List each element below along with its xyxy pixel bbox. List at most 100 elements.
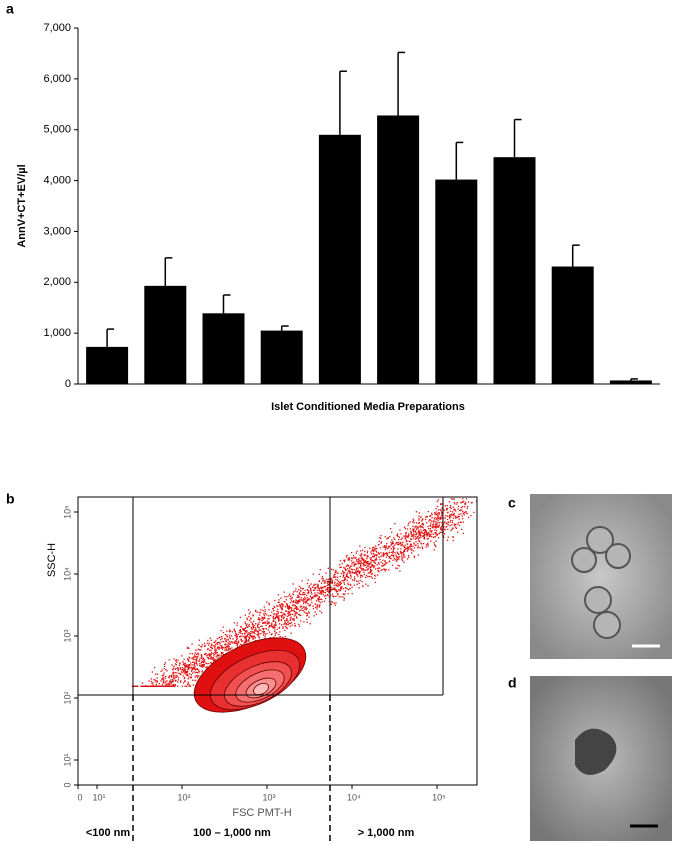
event [184, 681, 186, 683]
region-label: <100 nm [86, 827, 131, 839]
event [437, 509, 440, 511]
event [371, 572, 373, 575]
event [403, 526, 406, 528]
event [462, 532, 465, 535]
event [362, 562, 364, 565]
event [226, 646, 228, 648]
event [201, 670, 204, 672]
event [278, 627, 280, 629]
event [341, 570, 344, 572]
event [467, 501, 470, 503]
event [308, 586, 310, 588]
event [184, 668, 187, 671]
event [198, 639, 200, 641]
event [356, 573, 358, 575]
event [373, 553, 375, 555]
event [172, 674, 175, 676]
event [365, 566, 368, 569]
event [325, 572, 327, 574]
event [346, 555, 348, 557]
event [319, 610, 321, 612]
event [317, 592, 319, 594]
event [358, 572, 361, 574]
event [386, 543, 388, 545]
event [359, 564, 362, 566]
event [243, 642, 245, 644]
event [373, 574, 376, 577]
event [455, 516, 457, 518]
event [243, 635, 245, 638]
event [196, 655, 198, 658]
event [353, 584, 355, 586]
event [158, 685, 160, 687]
event [318, 589, 320, 592]
event [360, 565, 362, 567]
event [363, 573, 365, 576]
event [380, 537, 382, 540]
event [429, 515, 431, 518]
event [193, 656, 195, 658]
event [337, 580, 340, 582]
event [437, 516, 439, 519]
y-tick-label: 10² [62, 691, 72, 704]
event [338, 596, 340, 598]
event [436, 526, 438, 528]
event [360, 575, 362, 577]
event [370, 559, 372, 561]
event [457, 523, 459, 525]
event [367, 563, 369, 565]
event [193, 662, 196, 664]
event [417, 554, 420, 556]
event [279, 606, 282, 608]
event [175, 663, 178, 666]
event [371, 550, 373, 552]
event [370, 557, 373, 559]
event [405, 547, 408, 550]
event [385, 556, 388, 558]
event [236, 638, 238, 641]
event [328, 589, 331, 591]
event [459, 509, 461, 512]
event [427, 543, 429, 546]
event [282, 604, 284, 606]
event [348, 558, 351, 560]
error-bar [571, 244, 580, 267]
event [281, 606, 283, 609]
event [347, 558, 349, 560]
event [360, 555, 362, 558]
event [380, 542, 382, 544]
event [318, 606, 320, 608]
event [259, 629, 261, 631]
event [273, 613, 275, 615]
event [367, 568, 369, 570]
event [162, 676, 165, 679]
event [421, 532, 424, 534]
event [186, 666, 188, 668]
event [257, 630, 259, 633]
event [415, 527, 417, 529]
event [234, 634, 236, 637]
event [173, 675, 175, 677]
event [233, 641, 235, 644]
event [207, 648, 209, 650]
event [274, 622, 277, 624]
event [378, 553, 380, 555]
event [295, 606, 297, 609]
event [210, 639, 212, 641]
event [284, 629, 286, 632]
event [420, 543, 423, 545]
event [287, 623, 289, 626]
event [401, 559, 404, 562]
event [284, 623, 286, 625]
event [444, 529, 446, 531]
event [365, 574, 368, 577]
event [407, 524, 409, 526]
event [192, 661, 195, 663]
event [196, 671, 198, 674]
event [325, 594, 327, 597]
event [366, 552, 368, 554]
event [239, 635, 242, 638]
event [222, 631, 225, 634]
event [342, 579, 345, 582]
event [224, 643, 226, 645]
